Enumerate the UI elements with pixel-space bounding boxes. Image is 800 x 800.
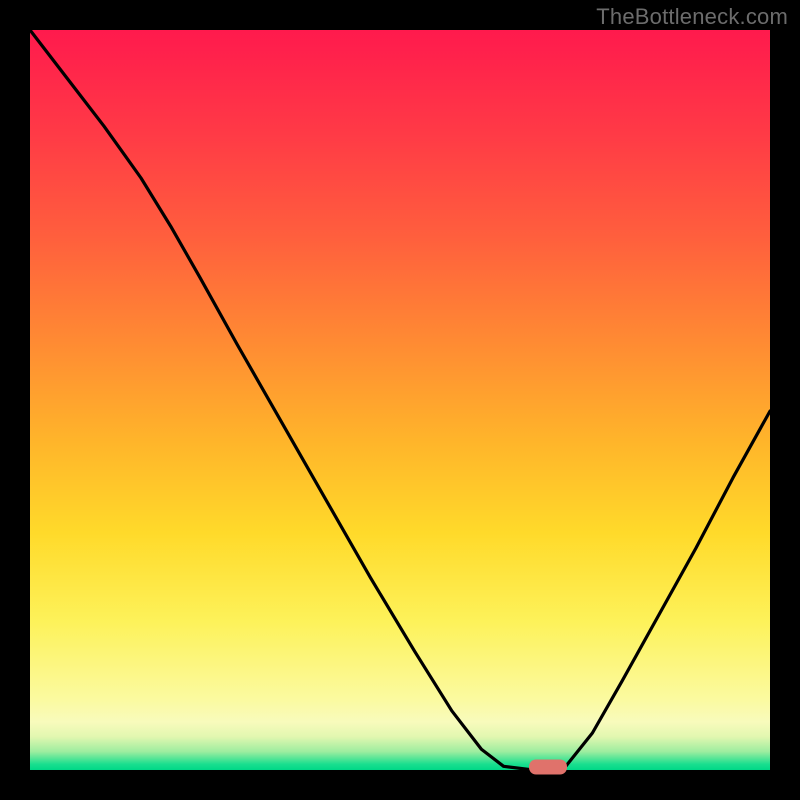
chart-plot-bg — [30, 30, 770, 770]
chart-container: TheBottleneck.com — [0, 0, 800, 800]
bottleneck-chart — [0, 0, 800, 800]
watermark-text: TheBottleneck.com — [596, 4, 788, 30]
optimal-marker — [529, 760, 567, 775]
